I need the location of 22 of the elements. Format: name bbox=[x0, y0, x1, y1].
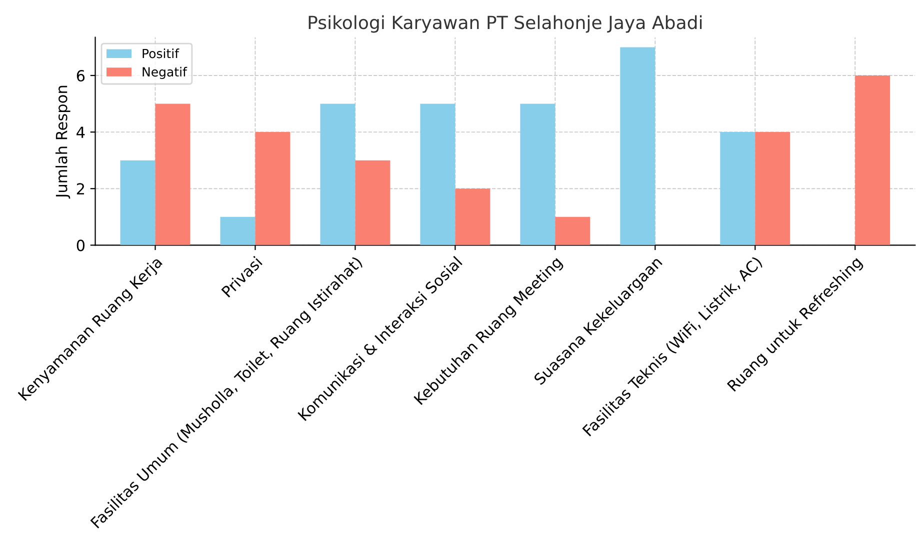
legend-label: Positif bbox=[142, 48, 180, 58]
bar bbox=[220, 216, 256, 246]
y-axis-title: Jumlah Respon bbox=[55, 86, 70, 199]
bar bbox=[320, 104, 356, 246]
bar bbox=[455, 188, 490, 246]
bar bbox=[120, 160, 156, 246]
bar bbox=[555, 216, 590, 246]
y-tick-label: 6 bbox=[76, 70, 85, 82]
bar bbox=[255, 132, 290, 246]
chart-title: Psikologi Karyawan PT Selahonje Jaya Abadi bbox=[308, 15, 702, 33]
bar bbox=[855, 75, 890, 246]
bar bbox=[420, 104, 456, 246]
y-tick-label: 0 bbox=[76, 240, 85, 252]
bar bbox=[520, 104, 556, 246]
y-tick-label: 2 bbox=[76, 183, 84, 194]
y-tick-label: 4 bbox=[76, 126, 85, 138]
bar bbox=[620, 47, 656, 246]
bar bbox=[355, 160, 390, 246]
legend-label: Negatif bbox=[142, 66, 188, 80]
bar bbox=[755, 132, 790, 246]
bar bbox=[720, 132, 756, 246]
bar bbox=[155, 104, 190, 246]
